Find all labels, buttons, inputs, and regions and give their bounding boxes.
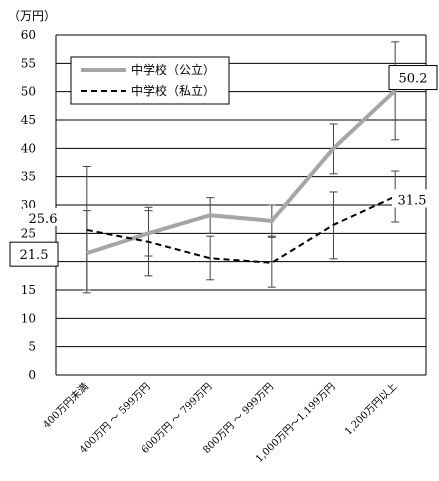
- series-line-public: [86, 89, 397, 256]
- data-label: 50.2: [399, 72, 428, 87]
- data-label: 25.6: [29, 212, 58, 227]
- data-label: 21.5: [20, 248, 49, 263]
- x-tick-label: 800万円 ～ 999万円: [201, 381, 276, 456]
- x-tick-label: 1,200万円以上: [342, 381, 399, 438]
- y-tick-label: 55: [21, 56, 36, 70]
- y-tick-label: 45: [21, 113, 36, 127]
- series-lines: [86, 89, 397, 264]
- x-tick-label: 400万円未満: [41, 381, 91, 431]
- y-tick-label: 15: [21, 283, 36, 297]
- legend-box: [70, 56, 230, 105]
- y-tick-label: 50: [21, 85, 36, 99]
- y-tick-label: 10: [21, 311, 36, 325]
- legend-label: 中学校（公立）: [131, 62, 215, 77]
- y-tick-label: 0: [28, 368, 36, 382]
- callout-bg: [23, 207, 63, 226]
- x-tick-label: 400万円 ～ 599万円: [78, 381, 153, 456]
- y-axis-ticks: 051015202530354045505560: [21, 28, 36, 382]
- y-tick-label: 5: [28, 340, 36, 354]
- y-tick-label: 25: [21, 226, 36, 240]
- value-callouts: 21.5 25.6 50.2 31.5: [9, 65, 438, 267]
- y-tick-label: 35: [21, 170, 36, 184]
- y-unit-label: （万円）: [8, 9, 56, 23]
- y-tick-label: 60: [21, 28, 36, 42]
- x-tick-label: 600万円 ～ 799万円: [140, 381, 215, 456]
- series-line-private: [86, 195, 396, 264]
- callout-box: [9, 241, 59, 267]
- y-tick-label: 40: [21, 141, 36, 155]
- callout-bg: [392, 189, 432, 208]
- callout-box: [388, 65, 438, 91]
- legend-label: 中学校（私立）: [131, 83, 215, 98]
- legend: 中学校（公立） 中学校（私立）: [70, 56, 230, 105]
- data-label: 31.5: [398, 194, 427, 209]
